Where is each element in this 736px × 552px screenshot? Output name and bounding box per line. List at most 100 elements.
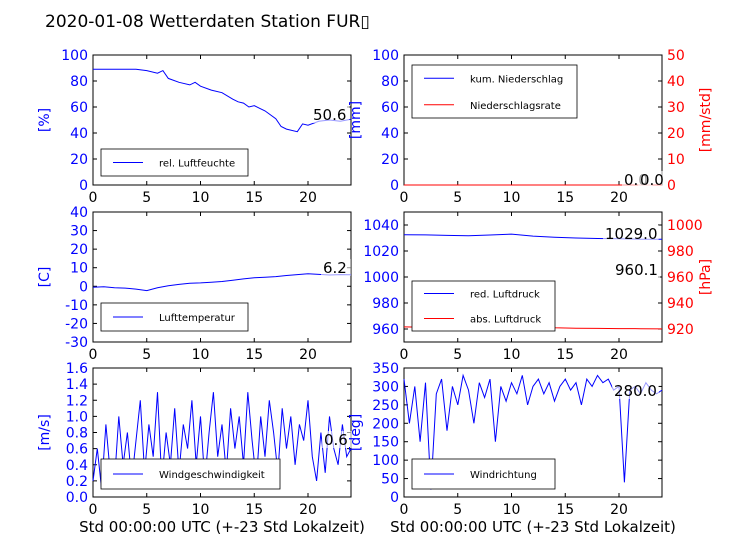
- precipitation-value-annotation: 0.0: [640, 171, 664, 189]
- windspeed-ytick-label: 0.2: [66, 474, 88, 490]
- precipitation-ytick-label: 40: [381, 126, 399, 142]
- winddirection-ylabel: [deg]: [348, 414, 364, 451]
- humidity-ytick-label: 0: [79, 178, 88, 194]
- windspeed-xtick-label: 15: [245, 502, 263, 518]
- humidity-ytick-label: 80: [70, 74, 88, 90]
- temperature-legend-label: Lufttemperatur: [159, 313, 236, 324]
- humidity-legend-box: [100, 148, 249, 177]
- figure-title: 2020-01-08 Wetterdaten Station FUR▯: [45, 12, 370, 32]
- humidity-ytick-label: 60: [70, 100, 88, 116]
- winddirection-xtick-label: 15: [556, 502, 574, 518]
- windspeed-xtick-label: 20: [299, 502, 317, 518]
- winddirection-xtick-label: 10: [503, 502, 521, 518]
- windspeed-ytick-label: 0.8: [66, 426, 88, 442]
- precipitation-legend-box: [411, 64, 578, 119]
- pressure-value-annotation: 960.1: [615, 261, 658, 279]
- temperature-value-annotation: 6.2: [323, 259, 347, 277]
- humidity-ytick-label: 20: [70, 152, 88, 168]
- pressure-ylabel-right: [hPa]: [698, 259, 714, 295]
- pressure-value-annotation: 1029.0: [605, 225, 658, 243]
- pressure-ytick-label: 980: [372, 296, 399, 312]
- precipitation-ylabel-right: [mm/std]: [698, 88, 714, 153]
- windspeed-xtick-label: 10: [192, 502, 210, 518]
- precipitation-xtick-label: 10: [503, 190, 521, 206]
- winddirection-ytick-label: 0: [390, 490, 399, 506]
- temperature-xtick-label: 10: [192, 347, 210, 363]
- precipitation-ytick-right-label: 0: [667, 178, 676, 194]
- precipitation-xtick-label: 15: [556, 190, 574, 206]
- humidity-ytick-label: 40: [70, 126, 88, 142]
- windspeed-value-annotation: 0.6: [324, 431, 348, 449]
- winddirection-ytick-label: 350: [372, 361, 399, 377]
- humidity-ytick-label: 100: [61, 48, 88, 64]
- pressure-legend-label: red. Luftdruck: [470, 290, 540, 301]
- windspeed-ylabel: [m/s]: [37, 414, 53, 451]
- pressure-ytick-right-label: 960: [667, 270, 694, 286]
- windspeed-ytick-label: 1.4: [66, 377, 88, 393]
- precipitation-ytick-label: 80: [381, 74, 399, 90]
- pressure-ytick-right-label: 920: [667, 322, 694, 338]
- pressure-ytick-label: 1020: [363, 244, 399, 260]
- precipitation-ytick-label: 20: [381, 152, 399, 168]
- temperature-ytick-label: -30: [65, 335, 88, 351]
- pressure-legend-box: [411, 280, 556, 332]
- bottom-right-xlabel: Std 00:00:00 UTC (+-23 Std Lokalzeit): [390, 518, 676, 536]
- temperature-ytick-label: 0: [79, 279, 88, 295]
- precipitation-value-annotation-bg: [638, 171, 668, 188]
- winddirection-xtick-label: 20: [610, 502, 628, 518]
- humidity-xtick-label: 10: [192, 190, 210, 206]
- pressure-legend-label: abs. Luftdruck: [470, 315, 541, 326]
- temperature-ylabel: [C]: [37, 267, 53, 288]
- pressure-value-annotation-bg: [613, 261, 660, 278]
- temperature-series-line-0: [92, 273, 352, 292]
- windspeed-ytick-label: 0.4: [66, 458, 88, 474]
- pressure-xtick-label: 5: [453, 347, 462, 363]
- winddirection-legend-label: Windrichtung: [470, 470, 537, 481]
- precipitation-ytick-right-label: 50: [667, 48, 685, 64]
- windspeed-xtick-label: 5: [142, 502, 151, 518]
- precipitation-xtick-label: 20: [610, 190, 628, 206]
- windspeed-legend-label: Windgeschwindigkeit: [159, 470, 265, 481]
- winddirection-ytick-label: 200: [372, 416, 399, 432]
- winddirection-ytick-label: 300: [372, 379, 399, 395]
- windspeed-xtick-label: 0: [89, 502, 98, 518]
- pressure-xtick-label: 15: [556, 347, 574, 363]
- temperature-ytick-label: 10: [70, 261, 88, 277]
- pressure-ytick-right-label: 980: [667, 244, 694, 260]
- temperature-ytick-label: -10: [65, 298, 88, 314]
- windspeed-ytick-label: 0.0: [66, 490, 88, 506]
- pressure-ytick-label: 1040: [363, 218, 399, 234]
- pressure-ytick-label: 1000: [363, 270, 399, 286]
- pressure-xtick-label: 20: [610, 347, 628, 363]
- winddirection-ytick-label: 150: [372, 435, 399, 451]
- precipitation-ytick-right-label: 30: [667, 100, 685, 116]
- windspeed-ytick-label: 1.2: [66, 393, 88, 409]
- temperature-ytick-label: -20: [65, 316, 88, 332]
- precipitation-ytick-right-label: 40: [667, 74, 685, 90]
- humidity-xtick-label: 5: [142, 190, 151, 206]
- temperature-xtick-label: 20: [299, 347, 317, 363]
- temperature-xtick-label: 5: [142, 347, 151, 363]
- humidity-xtick-label: 15: [245, 190, 263, 206]
- temperature-xtick-label: 0: [89, 347, 98, 363]
- windspeed-series-line-0: [92, 392, 352, 489]
- winddirection-xtick-label: 0: [400, 502, 409, 518]
- precipitation-ytick-label: 60: [381, 100, 399, 116]
- precipitation-ylabel: [mm]: [348, 101, 364, 139]
- bottom-left-xlabel: Std 00:00:00 UTC (+-23 Std Lokalzeit): [79, 518, 365, 536]
- precipitation-ytick-right-label: 20: [667, 126, 685, 142]
- winddirection-ytick-label: 250: [372, 398, 399, 414]
- winddirection-value-annotation-bg: [612, 382, 659, 399]
- precipitation-ytick-label: 0: [390, 178, 399, 194]
- precipitation-xtick-label: 5: [453, 190, 462, 206]
- humidity-value-annotation-bg: [311, 106, 350, 123]
- precipitation-ytick-label: 100: [372, 48, 399, 64]
- precipitation-ytick-right-label: 10: [667, 152, 685, 168]
- humidity-legend-label: rel. Luftfeuchte: [159, 159, 235, 170]
- temperature-ytick-label: 40: [70, 205, 88, 221]
- pressure-ytick-right-label: 940: [667, 296, 694, 312]
- windspeed-ytick-label: 1.0: [66, 409, 88, 425]
- precipitation-legend-label: kum. Niederschlag: [470, 74, 563, 85]
- windspeed-value-annotation-bg: [322, 431, 352, 448]
